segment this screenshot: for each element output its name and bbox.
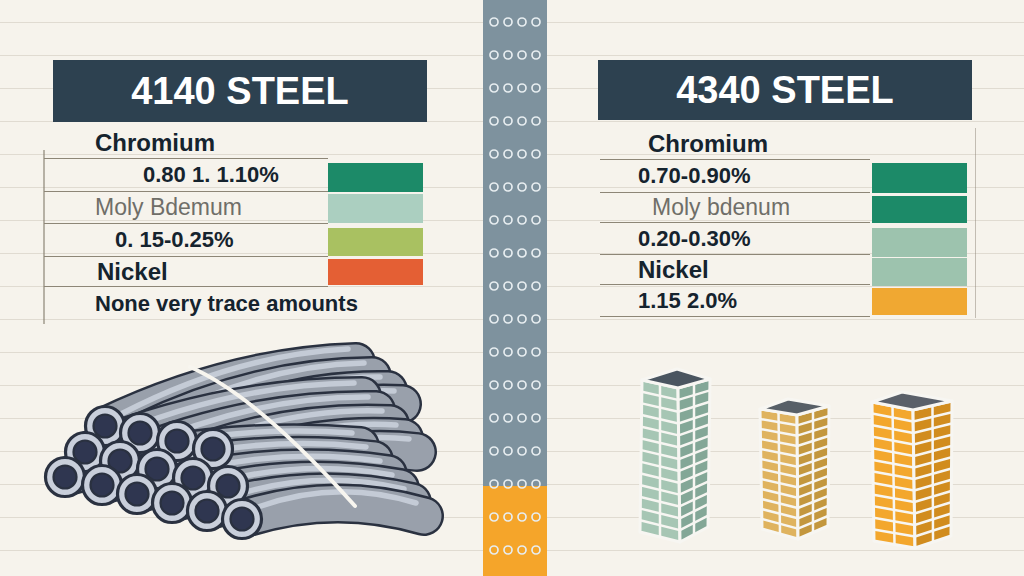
composition-row: 0. 15-0.25% (44, 224, 328, 257)
title-4140: 4140 STEEL (131, 70, 349, 113)
infographic-canvas: 4140 STEEL 4340 STEEL Chromium 0.80 1. 1.… (0, 0, 1024, 576)
composition-text: Chromium (648, 130, 768, 158)
composition-swatch (872, 258, 967, 286)
composition-row: Chromium (600, 128, 870, 160)
composition-row: Nickel (44, 257, 328, 287)
composition-text: 0.20-0.30% (638, 226, 751, 252)
composition-text: Nickel (97, 258, 168, 286)
composition-text: 0. 15-0.25% (115, 227, 234, 253)
composition-row: None very trace amounts (44, 287, 328, 320)
composition-swatch (328, 194, 423, 223)
composition-text: Moly Bdemum (95, 194, 242, 221)
divider-dots (483, 0, 547, 576)
steel-pipes-illustration (30, 330, 460, 576)
composition-row: 0.70-0.90% (600, 160, 870, 193)
composition-row: Moly Bdemum (44, 192, 328, 224)
composition-swatch (328, 259, 423, 285)
composition-swatch (328, 228, 423, 256)
composition-text: 1.15 2.0% (638, 288, 737, 314)
composition-table-4340: Chromium 0.70-0.90% Moly bdenum 0.20-0.30% N… (600, 128, 976, 318)
composition-row: Chromium (44, 128, 328, 159)
composition-swatch (328, 163, 423, 192)
composition-text: 0.70-0.90% (638, 163, 751, 189)
composition-row: Nickel (600, 255, 870, 285)
composition-swatch (872, 228, 967, 257)
composition-swatch (872, 163, 967, 193)
composition-table-4140: Chromium 0.80 1. 1.10% Moly Bdemum 0. 15-0.… (44, 128, 424, 324)
panel-4140-title: 4140 STEEL (53, 60, 427, 122)
composition-row: 1.15 2.0% (600, 285, 870, 317)
panel-4340-title: 4340 STEEL (598, 60, 972, 120)
center-divider (483, 0, 547, 576)
composition-row: Moly bdenum (600, 193, 870, 223)
brick-towers-illustration (600, 360, 1024, 576)
composition-text: Chromium (95, 129, 215, 157)
title-4340: 4340 STEEL (676, 69, 894, 112)
composition-swatch (872, 288, 967, 315)
composition-text: None very trace amounts (95, 291, 358, 317)
composition-swatch (872, 196, 967, 223)
composition-text: 0.80 1. 1.10% (143, 162, 279, 188)
composition-row: 0.80 1. 1.10% (44, 159, 328, 192)
composition-text: Nickel (638, 256, 709, 284)
composition-row: 0.20-0.30% (600, 223, 870, 255)
composition-text: Moly bdenum (652, 194, 790, 221)
